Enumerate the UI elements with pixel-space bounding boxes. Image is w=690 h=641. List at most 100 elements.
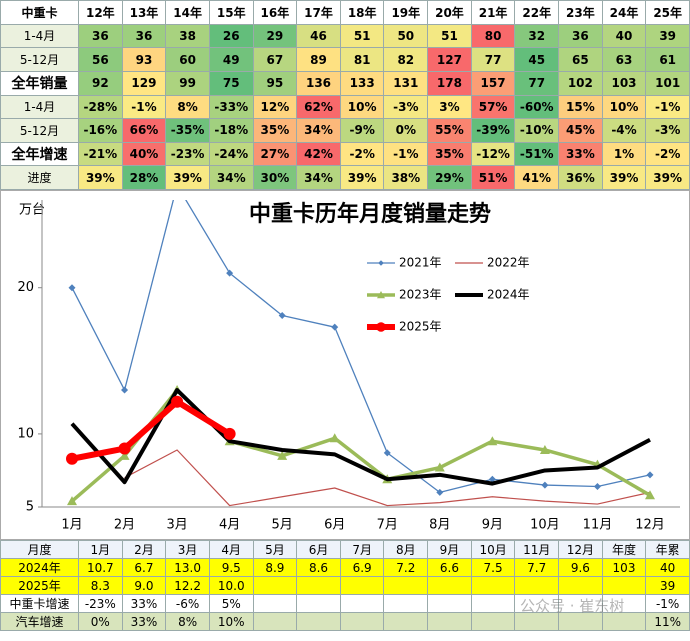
table-cell: 14年 bbox=[165, 0, 210, 25]
table-cell: 39% bbox=[165, 165, 210, 190]
marker bbox=[383, 449, 391, 457]
table-cell: 3月 bbox=[165, 540, 210, 559]
table-cell: -21% bbox=[78, 141, 123, 167]
y-tick-label: 20 bbox=[17, 280, 34, 295]
table-cell: -1% bbox=[645, 594, 690, 613]
table-cell: 36 bbox=[558, 23, 603, 49]
y-tick-label: 10 bbox=[17, 426, 34, 441]
table-cell: -18% bbox=[208, 118, 254, 143]
table-cell: 45% bbox=[558, 118, 603, 143]
table-cell: 93 bbox=[121, 47, 167, 72]
table-cell: -35% bbox=[165, 118, 210, 143]
table-cell: -1% bbox=[645, 94, 690, 120]
table-cell: 50 bbox=[383, 23, 429, 49]
table-cell: -10% bbox=[514, 118, 560, 143]
table-cell: 6.9 bbox=[339, 558, 385, 577]
table-row: 5-12月 -16% 66% -35% -18% 35% 34% -9% 0% 55% -39% -1… bbox=[0, 118, 690, 143]
table-cell: 10月 bbox=[470, 540, 516, 559]
table-cell: 60 bbox=[165, 47, 210, 72]
table-cell: 49 bbox=[208, 47, 254, 72]
monthly-table: 月度 1月 2月 3月 4月 5月 6月 7月 8月 9月 10月 11月 12月 年度 年累 2024年 10… bbox=[0, 540, 690, 631]
table-cell: 36 bbox=[121, 23, 167, 49]
table-cell: 11月 bbox=[514, 540, 560, 559]
table-cell bbox=[296, 612, 341, 631]
table-cell bbox=[558, 594, 603, 613]
table-cell: 34% bbox=[208, 165, 254, 190]
table-cell: 39% bbox=[601, 165, 647, 190]
table-cell bbox=[339, 594, 385, 613]
table-row: 全年销量 92 129 99 75 95 136 133 131 178 157 77 102 103 10… bbox=[0, 70, 690, 96]
marker bbox=[68, 284, 76, 292]
table-cell: -2% bbox=[339, 141, 385, 167]
table-cell: 10.0 bbox=[208, 576, 254, 595]
x-tick-label: 2月 bbox=[114, 518, 135, 533]
table-cell bbox=[252, 576, 298, 595]
marker bbox=[121, 386, 129, 394]
table-cell: 4月 bbox=[208, 540, 254, 559]
table-cell: 7月 bbox=[339, 540, 385, 559]
table-cell: 8% bbox=[165, 94, 210, 120]
table-cell: -1% bbox=[121, 94, 167, 120]
table-cell: 5月 bbox=[252, 540, 298, 559]
table-cell: 25年 bbox=[645, 0, 690, 25]
table-cell bbox=[470, 594, 516, 613]
table-cell: 13.0 bbox=[165, 558, 210, 577]
x-tick-label: 10月 bbox=[530, 518, 560, 533]
marker bbox=[329, 433, 340, 443]
table-cell bbox=[427, 594, 472, 613]
row-label: 5-12月 bbox=[0, 118, 79, 143]
table-cell: -6% bbox=[165, 594, 210, 613]
row-label: 2025年 bbox=[0, 576, 79, 595]
table-cell: 8.3 bbox=[78, 576, 123, 595]
table-cell bbox=[296, 594, 341, 613]
row-label: 全年增速 bbox=[0, 141, 79, 167]
table-cell: 10% bbox=[208, 612, 254, 631]
table-row: 5-12月 56 93 60 49 67 89 81 82 127 77 45 65 63 61 bbox=[0, 47, 690, 72]
table-cell: 81 bbox=[339, 47, 385, 72]
table-cell: 10.7 bbox=[78, 558, 123, 577]
table-cell: -16% bbox=[78, 118, 123, 143]
table-cell bbox=[558, 576, 603, 595]
table-cell: 136 bbox=[296, 70, 341, 96]
x-tick-label: 4月 bbox=[219, 518, 240, 533]
table-cell: 34% bbox=[296, 118, 341, 143]
table-cell: 9.5 bbox=[208, 558, 254, 577]
table-row: 中重卡 12年 13年 14年 15年 16年 17年 18年 19年 20年 21年 22年 23年 2… bbox=[0, 0, 690, 25]
chart: 中重卡历年月度销量走势 万台 5 10 20 1月 2月 3月 4月 5月 6月 7月 8月 9月 10… bbox=[0, 190, 690, 540]
table-cell: 10% bbox=[601, 94, 647, 120]
table-cell: 17年 bbox=[296, 0, 341, 25]
table-cell: -23% bbox=[78, 594, 123, 613]
table-cell: 12% bbox=[252, 94, 298, 120]
table-cell: 65 bbox=[558, 47, 603, 72]
legend-label: 2023年 bbox=[399, 288, 442, 302]
table-cell: 55% bbox=[427, 118, 472, 143]
table-cell: 6月 bbox=[296, 540, 341, 559]
table-cell: 75 bbox=[208, 70, 254, 96]
y-tick-label: 5 bbox=[26, 500, 34, 515]
table-cell bbox=[601, 612, 647, 631]
x-tick-label: 7月 bbox=[377, 518, 398, 533]
table-cell: 16年 bbox=[252, 0, 298, 25]
row-label: 月度 bbox=[0, 540, 79, 559]
table-cell: 133 bbox=[339, 70, 385, 96]
series-line bbox=[124, 449, 651, 507]
table-cell: 12.2 bbox=[165, 576, 210, 595]
row-label: 进度 bbox=[0, 165, 79, 190]
table-row: 中重卡增速 -23% 33% -6% 5% -1% bbox=[0, 594, 690, 613]
x-tick-label: 12月 bbox=[635, 518, 665, 533]
table-cell: 80 bbox=[470, 23, 516, 49]
table-cell bbox=[252, 594, 298, 613]
table-cell bbox=[339, 576, 385, 595]
table-cell: 178 bbox=[427, 70, 472, 96]
table-cell: 29 bbox=[252, 23, 298, 49]
table-cell bbox=[383, 612, 429, 631]
table-cell: 2月 bbox=[121, 540, 167, 559]
table-cell: -9% bbox=[339, 118, 385, 143]
table-cell: 18年 bbox=[339, 0, 385, 25]
table-cell bbox=[514, 576, 560, 595]
table-cell: 51 bbox=[427, 23, 472, 49]
legend-label: 2024年 bbox=[487, 288, 530, 302]
marker bbox=[539, 444, 550, 454]
table-cell: 33% bbox=[121, 594, 167, 613]
table-row: 汽车增速 0% 33% 8% 10% 11% bbox=[0, 612, 690, 631]
